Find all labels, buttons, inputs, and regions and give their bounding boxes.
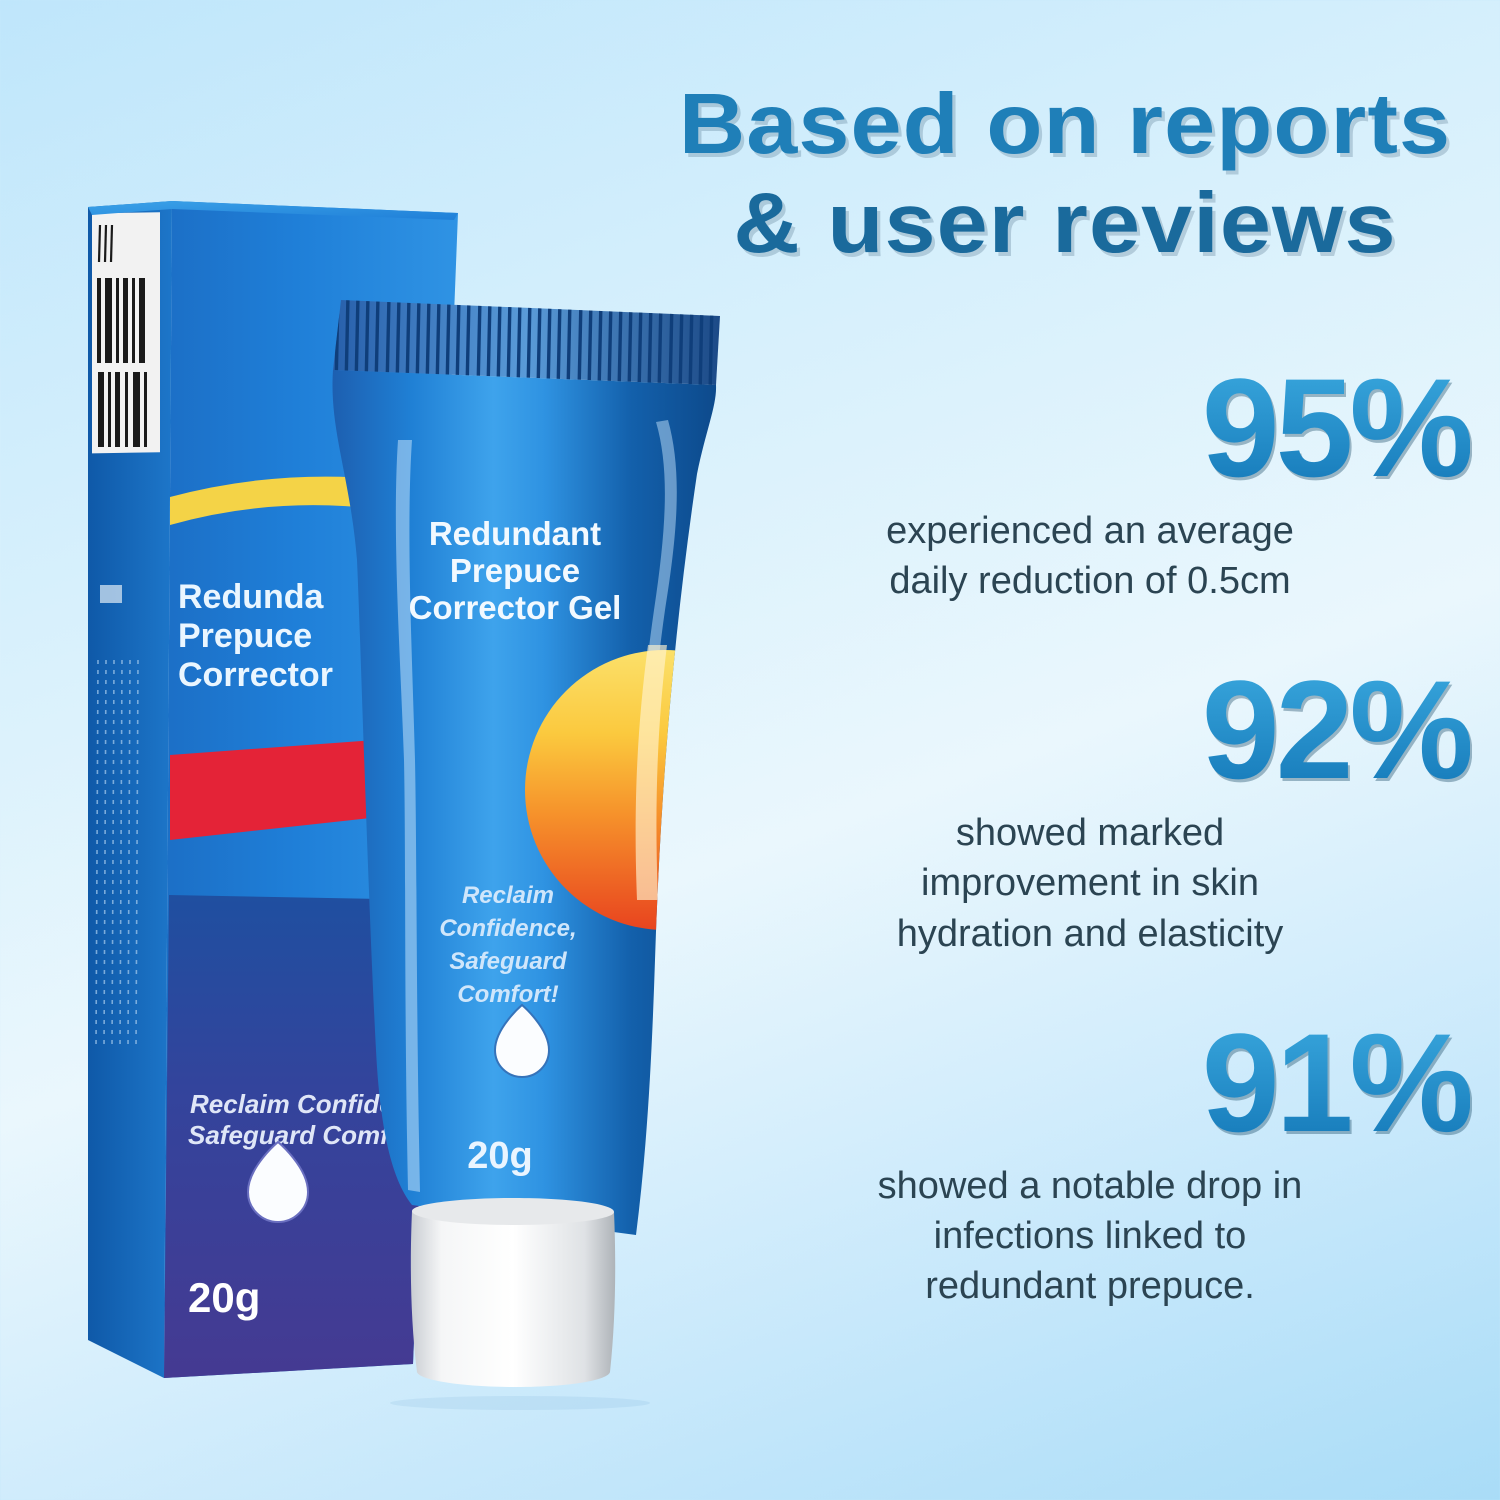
svg-text:Reclaim Confide: Reclaim Confide (190, 1089, 394, 1119)
svg-text:Corrector: Corrector (178, 656, 333, 694)
svg-text:Redunda: Redunda (178, 578, 325, 616)
svg-text:Comfort!: Comfort! (457, 981, 558, 1008)
svg-text:Redundant: Redundant (429, 515, 601, 552)
svg-text:Safeguard Comf: Safeguard Comf (188, 1120, 391, 1150)
svg-text:Corrector Gel: Corrector Gel (409, 589, 622, 626)
svg-text:20g: 20g (467, 1135, 532, 1177)
svg-text:Safeguard: Safeguard (449, 948, 568, 975)
svg-text:Confidence,: Confidence, (439, 915, 576, 942)
svg-text:20g: 20g (188, 1274, 260, 1321)
svg-text:Prepuce: Prepuce (450, 552, 580, 589)
svg-text:Reclaim: Reclaim (462, 882, 554, 909)
svg-text:Prepuce: Prepuce (178, 617, 312, 655)
